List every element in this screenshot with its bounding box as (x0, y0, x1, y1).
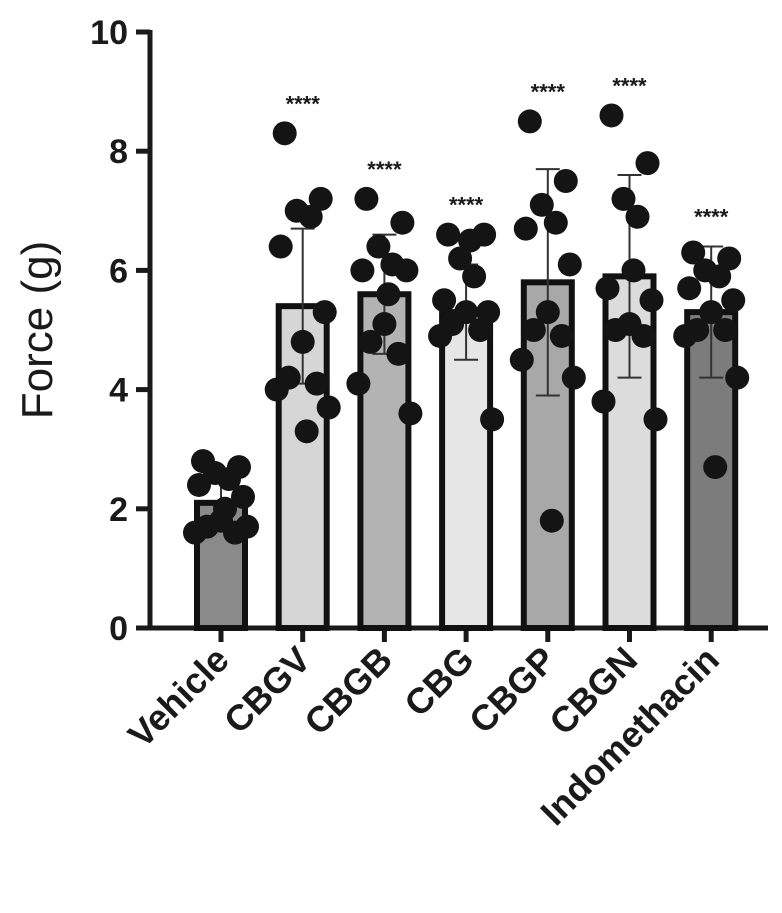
data-point (432, 288, 457, 313)
data-point (354, 186, 379, 211)
data-point (462, 264, 487, 289)
data-point (372, 312, 397, 337)
data-point (458, 228, 483, 253)
data-point (521, 318, 546, 342)
data-point (717, 246, 742, 271)
y-tick-label: 0 (109, 610, 128, 648)
x-category-label: CBGB (296, 639, 400, 743)
data-point (625, 204, 650, 229)
significance-label: **** (449, 193, 484, 218)
data-point (304, 371, 329, 396)
data-point (428, 323, 453, 348)
data-point (677, 276, 702, 301)
x-category-label: CBGV (216, 639, 319, 742)
data-point (603, 318, 628, 342)
data-point (390, 210, 415, 235)
data-point (631, 323, 656, 348)
data-point (290, 329, 315, 354)
data-point (350, 258, 375, 283)
data-point (366, 234, 391, 259)
significance-label: **** (286, 91, 321, 116)
data-point (725, 365, 750, 390)
data-point (543, 210, 568, 235)
data-point (509, 347, 534, 372)
y-tick-label: 6 (109, 252, 128, 290)
data-point (480, 407, 505, 432)
data-point (235, 514, 259, 539)
data-point (386, 341, 411, 366)
data-point (535, 300, 560, 325)
data-point (611, 186, 636, 211)
significance-label: **** (612, 73, 647, 98)
data-point (595, 276, 620, 301)
bar (439, 309, 494, 631)
significance-label: **** (694, 205, 729, 230)
data-point (673, 323, 698, 348)
data-point (561, 365, 586, 390)
data-point (591, 389, 616, 414)
data-point (308, 186, 333, 211)
data-point (448, 246, 473, 271)
data-point (436, 222, 461, 247)
data-point (298, 204, 323, 229)
data-points-group (183, 103, 750, 545)
data-point (549, 323, 574, 348)
data-point (621, 258, 646, 283)
data-point (346, 371, 371, 396)
data-point (557, 252, 582, 277)
data-point (599, 103, 624, 128)
data-point (643, 407, 668, 432)
y-axis-group: 0 2 4 6 8 10 (90, 14, 768, 648)
data-point (476, 300, 501, 325)
significance-label: **** (531, 79, 566, 104)
data-point (394, 258, 419, 283)
y-tick-label: 10 (90, 14, 128, 52)
data-point (312, 300, 337, 325)
data-point (183, 520, 207, 545)
data-point (231, 484, 255, 509)
y-axis-title: Force (g) (13, 241, 62, 419)
data-point (539, 508, 564, 533)
data-point (398, 401, 423, 426)
x-category-label: CBGP (461, 639, 564, 742)
data-point (468, 318, 493, 342)
data-point (268, 234, 293, 259)
data-point (713, 318, 738, 342)
data-point (316, 395, 341, 420)
data-point (264, 377, 289, 402)
data-point (639, 288, 664, 313)
significance-label: **** (367, 157, 402, 182)
data-point (707, 264, 732, 289)
x-category-label: Vehicle (120, 639, 237, 756)
data-point (635, 151, 660, 176)
data-point (681, 240, 706, 265)
y-tick-label: 8 (109, 133, 128, 171)
data-point (272, 121, 297, 146)
data-point (721, 288, 746, 313)
data-point (187, 472, 211, 497)
data-point (529, 192, 554, 217)
data-point (358, 329, 383, 354)
y-tick-label: 4 (109, 372, 128, 410)
data-point (703, 455, 728, 480)
data-point (517, 109, 542, 134)
data-point (213, 496, 237, 521)
data-point (699, 300, 724, 325)
data-point (217, 467, 241, 491)
data-point (376, 282, 401, 307)
data-point (294, 419, 319, 444)
data-point (513, 216, 538, 241)
y-tick-label: 2 (109, 491, 128, 529)
data-point (553, 169, 578, 193)
